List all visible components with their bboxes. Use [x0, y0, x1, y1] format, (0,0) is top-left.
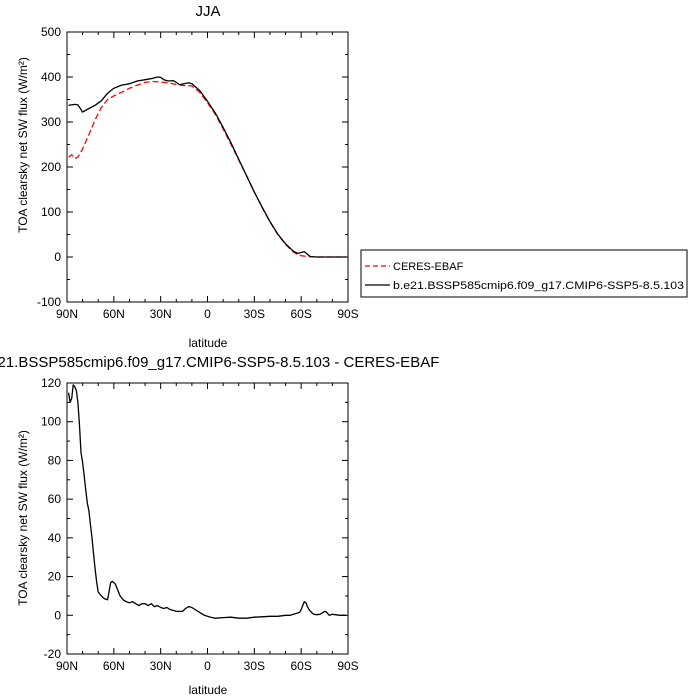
bottom-ytick-label: 100 [41, 415, 61, 429]
legend-label-model: b.e21.BSSP585cmip6.f09_g17.CMIP6-SSP5-8.… [393, 280, 684, 292]
bottom-chart-title: b.e21.BSSP585cmip6.f09_g17.CMIP6-SSP5-8.… [0, 354, 439, 371]
bottom-ytick-label: 120 [41, 376, 61, 390]
top-chart-xlabel: latitude [189, 336, 228, 350]
bottom-xtick-label: 90N [56, 659, 78, 673]
bottom-ytick-label: 0 [54, 608, 61, 622]
top-chart-frame [66, 31, 349, 303]
top-chart-ylabel: TOA clearsky net SW flux (W/m²) [16, 57, 30, 233]
top-chart-title: JJA [195, 3, 220, 20]
top-xtick-label: 60S [290, 307, 311, 321]
top-xtick-label: 90S [337, 307, 358, 321]
bottom-series-line-0 [67, 384, 347, 619]
bottom-ytick-label: 40 [48, 531, 62, 545]
top-xtick-label: 60N [103, 307, 125, 321]
legend: CERES-EBAF b.e21.BSSP585cmip6.f09_g17.CM… [360, 249, 688, 298]
bottom-xtick-label: 60N [103, 659, 125, 673]
top-ytick-label: 0 [54, 250, 61, 264]
top-ytick-label: -100 [37, 295, 61, 309]
bottom-ytick-label: 80 [48, 453, 62, 467]
bottom-chart-marks: 90N 60N 30N 0 30S 60S 90S -20 0 20 40 60 80 100 120 [41, 376, 359, 673]
bottom-ytick-label: -20 [44, 647, 62, 661]
bottom-ytick-label: 20 [48, 570, 62, 584]
bottom-chart: b.e21.BSSP585cmip6.f09_g17.CMIP6-SSP5-8.… [0, 354, 439, 697]
bottom-xtick-label: 60S [290, 659, 311, 673]
top-xtick-label: 30S [244, 307, 265, 321]
top-chart-marks: 90N 60N 30N 0 30S 60S 90S -100 0 100 200 300 400 500 [37, 25, 359, 321]
top-series-line-0 [68, 80, 347, 258]
top-ytick-label: 200 [41, 160, 61, 174]
bottom-xtick-label: 0 [204, 659, 211, 673]
top-ytick-label: 300 [41, 115, 61, 129]
top-series-line-1 [68, 76, 347, 258]
top-chart: JJA TOA clearsky net SW flux (W/m²) lati… [16, 3, 359, 350]
bottom-xtick-label: 30S [244, 659, 265, 673]
bottom-chart-ylabel: TOA clearsky net SW flux (W/m²) [16, 430, 30, 606]
bottom-ytick-label: 60 [48, 492, 62, 506]
legend-label-ceres: CERES-EBAF [393, 261, 464, 273]
bottom-chart-xlabel: latitude [189, 683, 228, 697]
top-ytick-label: 100 [41, 205, 61, 219]
bottom-chart-frame [66, 382, 349, 655]
top-xtick-label: 90N [56, 307, 78, 321]
legend-box [360, 249, 688, 298]
bottom-xtick-label: 90S [337, 659, 358, 673]
top-ytick-label: 400 [41, 70, 61, 84]
top-xtick-label: 0 [204, 307, 211, 321]
bottom-xtick-label: 30N [150, 659, 172, 673]
top-ytick-label: 500 [41, 25, 61, 39]
top-xtick-label: 30N [150, 307, 172, 321]
